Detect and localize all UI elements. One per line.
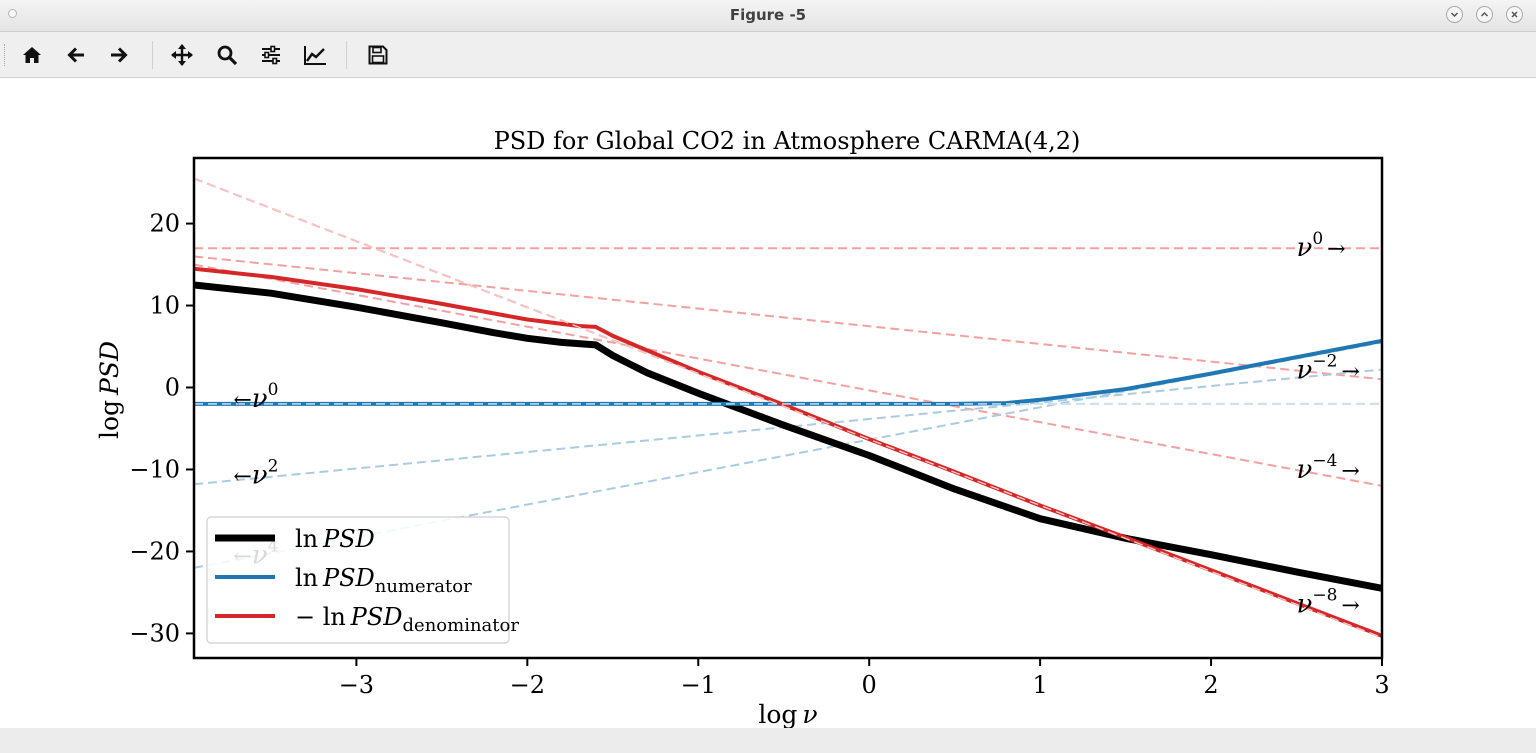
plot-frame (192, 156, 1384, 660)
toolbar-grip (4, 44, 8, 66)
window-titlebar: Figure -5 (0, 0, 1536, 32)
arrow-right-glyph: → (1341, 459, 1359, 484)
y-tick-label: 20 (149, 210, 180, 238)
arrow-right-glyph: → (1327, 237, 1345, 262)
asymptote-label-4: ←ν0 (233, 380, 278, 414)
y-axis-label: log PSD (95, 341, 124, 439)
y-tick-label: −20 (129, 537, 180, 565)
asymptote-label-text: ν−8 → (1297, 585, 1360, 619)
legend: ln PSD ln PSDnumerator − ln PSDdenominator (206, 516, 519, 644)
subplots-button[interactable] (254, 38, 288, 72)
series-line-1 (194, 338, 1382, 406)
window-title: Figure -5 (729, 6, 807, 24)
y-tick-label: −30 (129, 619, 180, 647)
forward-button[interactable] (102, 38, 136, 72)
asymptote-label-text: ν0 → (1297, 229, 1346, 263)
save-button[interactable] (361, 38, 395, 72)
legend-item-psd: ln PSD (215, 525, 375, 553)
legend-label: ln PSDnumerator (295, 564, 472, 597)
asymptote-label-2: ν−4 → (1297, 451, 1360, 485)
y-tick-label: −10 (129, 455, 180, 483)
x-tick-label: −1 (681, 671, 716, 699)
asymptote-label-3: ν−8 → (1297, 585, 1360, 619)
legend-box (206, 516, 510, 644)
chevron-up-icon (1480, 11, 1489, 17)
x-tick-label: 0 (862, 671, 877, 699)
toolbar-separator (346, 41, 347, 69)
asymptote-label-5: ←ν2 (233, 456, 278, 490)
asymptote-label-text: ←ν2 (233, 456, 278, 490)
asymptote-line-1 (194, 255, 1382, 381)
pan-button[interactable] (165, 38, 199, 72)
x-tick-label: 3 (1374, 671, 1389, 699)
x-tick-label: −3 (339, 671, 374, 699)
line-chart-icon (304, 46, 326, 65)
legend-item-numerator: ln PSDnumerator (215, 564, 472, 597)
asymptote-label-text: ←ν0 (233, 380, 278, 414)
axes-edit-button[interactable] (298, 38, 332, 72)
x-tick-label: 2 (1203, 671, 1218, 699)
back-button[interactable] (59, 38, 93, 72)
asymptote-label-text: ν−4 → (1297, 451, 1360, 485)
sliders-icon (262, 45, 280, 65)
minimize-button[interactable] (1446, 6, 1463, 23)
asymptote-label-1: ν−2 → (1297, 351, 1360, 385)
x-tick-label: −2 (510, 671, 545, 699)
series-line-2 (194, 266, 1382, 638)
arrow-left-icon (67, 47, 84, 63)
x-axis-label: log ν (758, 700, 817, 728)
x-tick-label: 1 (1032, 671, 1047, 699)
maximize-button[interactable] (1476, 6, 1493, 23)
arrow-left-glyph: ← (233, 388, 251, 413)
home-icon (23, 47, 41, 63)
arrow-right-glyph: → (1341, 593, 1359, 618)
arrow-left-glyph: ← (233, 464, 251, 489)
magnifier-icon (217, 45, 238, 66)
y-tick-label: 0 (165, 374, 180, 402)
zoom-button[interactable] (210, 38, 244, 72)
legend-label: − ln PSDdenominator (295, 603, 519, 636)
asymptote-label-0: ν0 → (1297, 229, 1346, 263)
close-icon (1511, 11, 1518, 18)
figure-canvas[interactable]: PSD for Global CO2 in Atmosphere CARMA(4… (0, 78, 1536, 728)
status-bar (0, 728, 1536, 753)
move-icon (171, 44, 193, 66)
psd-chart[interactable]: PSD for Global CO2 in Atmosphere CARMA(4… (0, 78, 1536, 728)
legend-item-denominator: − ln PSDdenominator (215, 603, 519, 636)
y-tick-label: 10 (149, 292, 180, 320)
asymptote-line-2 (194, 263, 1382, 487)
window-menu-icon[interactable] (8, 9, 17, 18)
arrow-right-glyph: → (1341, 359, 1359, 384)
toolbar-separator (152, 41, 153, 69)
navigation-toolbar (0, 32, 1536, 78)
denominator-overlay-dash (194, 177, 1382, 639)
asymptote-label-text: ν−2 → (1297, 351, 1360, 385)
close-button[interactable] (1506, 6, 1523, 23)
chevron-down-icon (1450, 12, 1459, 18)
series-lines (194, 177, 1382, 639)
legend-label: ln PSD (295, 525, 375, 553)
arrow-right-icon (111, 47, 128, 63)
home-button[interactable] (15, 38, 49, 72)
chart-title: PSD for Global CO2 in Atmosphere CARMA(4… (494, 127, 1081, 155)
floppy-disk-icon (368, 45, 388, 65)
